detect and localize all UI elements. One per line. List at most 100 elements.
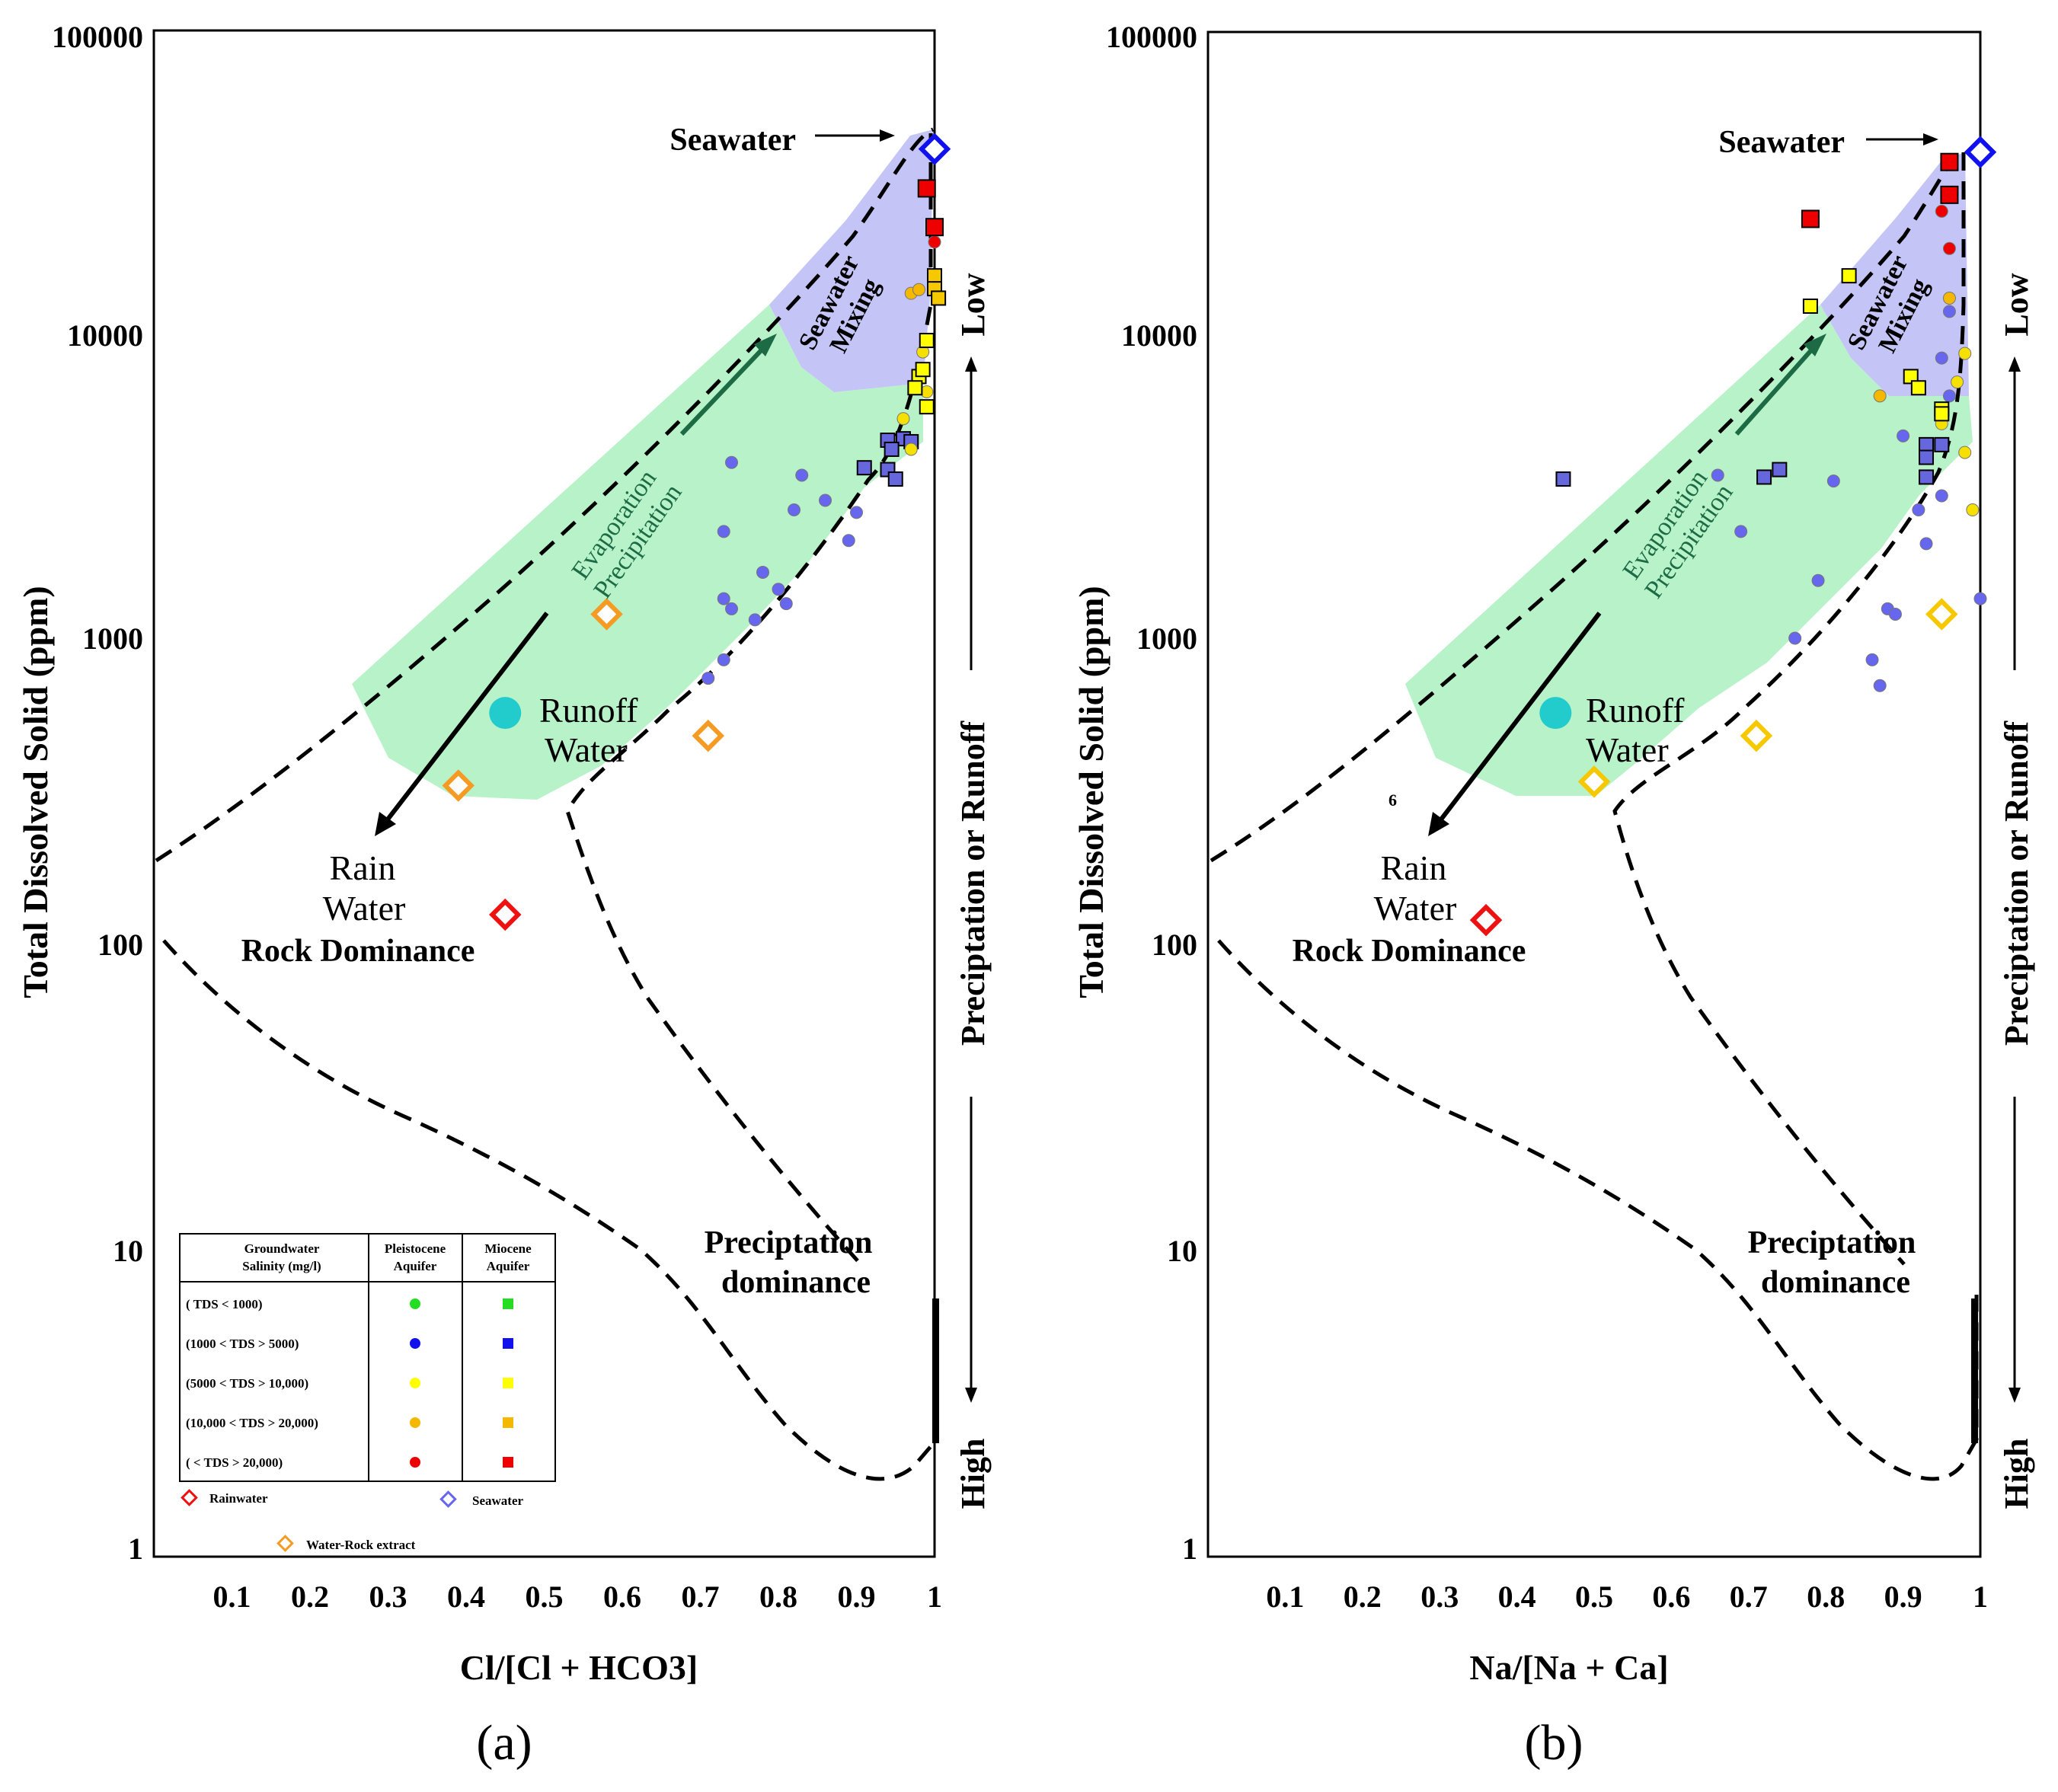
- x-tick-label: 0.4: [1498, 1580, 1536, 1614]
- x-tick-label: 0.1: [213, 1580, 251, 1614]
- legend-rainwater-label: Rainwater: [209, 1491, 268, 1506]
- data-point: [887, 471, 903, 487]
- y-tick-label: 1: [128, 1532, 143, 1566]
- rain-arrow: [380, 612, 549, 828]
- y-tick-label: 1: [1182, 1532, 1197, 1566]
- data-point: [717, 653, 730, 666]
- side-label-low: Low: [954, 273, 992, 336]
- rain-label-1-b: Rain: [1381, 848, 1447, 887]
- legend-rows: ( TDS < 1000) (1000 < TDS > 5000) (5000 < …: [186, 1297, 513, 1470]
- x-tick-label: 0.8: [759, 1580, 797, 1614]
- legend-a: Groundwater Salinity (mg/l) Pleistocene …: [179, 1233, 556, 1552]
- legend-head-mio-2: Aquifer: [487, 1259, 530, 1273]
- y-tick-label: 10000: [1121, 318, 1197, 353]
- seawater-mixing-region: [769, 129, 933, 392]
- y-tick-label: 10: [1167, 1234, 1197, 1268]
- side-label-middle: Preciptation or Runoff: [954, 720, 992, 1046]
- x-axis-title-b: Na/[Na + Ca]: [1469, 1648, 1668, 1687]
- legend-seawater-label: Seawater: [472, 1493, 523, 1508]
- legend-rainwater-marker: [181, 1489, 198, 1506]
- legend-pleistocene-marker: [410, 1378, 420, 1388]
- legend-head-salinity-1: Groundwater: [244, 1241, 320, 1256]
- legend-pleistocene-marker: [410, 1417, 420, 1428]
- legend-pleistocene-marker: [410, 1338, 420, 1349]
- x-tick-label: 0.9: [838, 1580, 876, 1614]
- y-tick-label: 1000: [1136, 621, 1197, 656]
- data-point: [1973, 592, 1987, 605]
- runoff-label-2-b: Water: [1586, 730, 1669, 769]
- envelope-upper: [155, 127, 935, 863]
- y-tick-label: 100: [97, 928, 143, 962]
- data-point: [1919, 449, 1935, 465]
- panel-letter-a: (a): [476, 1715, 532, 1771]
- legend-row-label: ( < TDS > 20,000): [186, 1455, 283, 1470]
- gibbs-envelope: [155, 127, 939, 1481]
- legend-head-pleis-2: Aquifer: [394, 1259, 437, 1273]
- seawater-label-b: Seawater: [1718, 125, 1845, 160]
- data-point: [701, 672, 715, 685]
- x-tick-label: 0.5: [1575, 1580, 1613, 1614]
- data-point: [1919, 436, 1935, 452]
- rain-label-1: Rain: [330, 848, 396, 887]
- arrows: [375, 129, 895, 836]
- data-point: [928, 235, 941, 249]
- side-arrowhead-up-b: [2008, 356, 2021, 372]
- rock-dominance-label-b: Rock Dominance: [1293, 934, 1526, 969]
- y-axis-title-b: Total Dissolved Solid (ppm): [1072, 586, 1110, 998]
- data-point: [1897, 429, 1910, 442]
- data-point: [1801, 209, 1820, 228]
- y-tick-label: 100000: [52, 20, 143, 54]
- data-point: [1873, 679, 1887, 692]
- data-point: [931, 290, 947, 306]
- data-point: [1740, 719, 1773, 752]
- x-tick-label: 0.2: [1344, 1580, 1382, 1614]
- data-point: [1925, 598, 1958, 631]
- side-arrowhead-down: [965, 1388, 977, 1403]
- data-point: [1934, 406, 1950, 422]
- legend-miocene-marker: [503, 1417, 513, 1428]
- data-point: [925, 218, 944, 237]
- x-tick-label: 0.8: [1807, 1580, 1845, 1614]
- data-point: [1539, 697, 1572, 730]
- precip-dominance-label-1: Preciptation: [705, 1225, 873, 1260]
- evaporation-arrow: [679, 342, 769, 436]
- y-tick-label: 10000: [67, 318, 143, 353]
- data-point: [850, 506, 863, 519]
- data-point: [1888, 607, 1902, 621]
- data-point: [819, 494, 832, 507]
- seawater-pointer-head-b: [1923, 133, 1938, 145]
- data-point: [856, 460, 872, 476]
- data-point: [725, 602, 738, 615]
- data-point: [1934, 436, 1950, 452]
- data-point: [1964, 136, 1997, 169]
- rock-dominance-label: Rock Dominance: [241, 934, 475, 969]
- precip-dominance-label-1-b: Preciptation: [1748, 1225, 1916, 1260]
- side-label-low-b: Low: [1998, 273, 2035, 336]
- data-point: [896, 412, 910, 426]
- data-point: [1935, 204, 1948, 218]
- x-tick-label: 0.7: [1730, 1580, 1768, 1614]
- rain-label-2: Water: [323, 889, 406, 928]
- data-point: [1865, 653, 1879, 666]
- legend-box: [179, 1233, 556, 1482]
- legend-waterrock-label: Water-Rock extract: [306, 1538, 416, 1552]
- data-point: [489, 697, 522, 730]
- x-tick-label: 0.7: [682, 1580, 720, 1614]
- y-tick-label: 10: [113, 1234, 143, 1268]
- data-point: [795, 468, 809, 482]
- x-tick-label: 0.3: [369, 1580, 407, 1614]
- evaporation-region: [352, 305, 923, 800]
- x-tick-label: 0.6: [603, 1580, 641, 1614]
- data-point: [1919, 537, 1933, 551]
- evaporation-arrowhead: [754, 334, 777, 356]
- runoff-label-2: Water: [545, 730, 628, 769]
- data-point: [692, 719, 724, 752]
- data-point: [1469, 903, 1503, 937]
- ticks-b: 0.1 0.2 0.3 0.4 0.5 0.6 0.7 0.8 0.9 1 1 10 100 1000 10…: [1106, 20, 1988, 1614]
- legend-head-mio-1: Miocene: [484, 1241, 532, 1256]
- legend-miocene-marker: [503, 1298, 513, 1309]
- rain-arrowhead-b: [1428, 812, 1449, 836]
- x-tick-label: 0.5: [526, 1580, 564, 1614]
- envelope-inner: [565, 133, 933, 1266]
